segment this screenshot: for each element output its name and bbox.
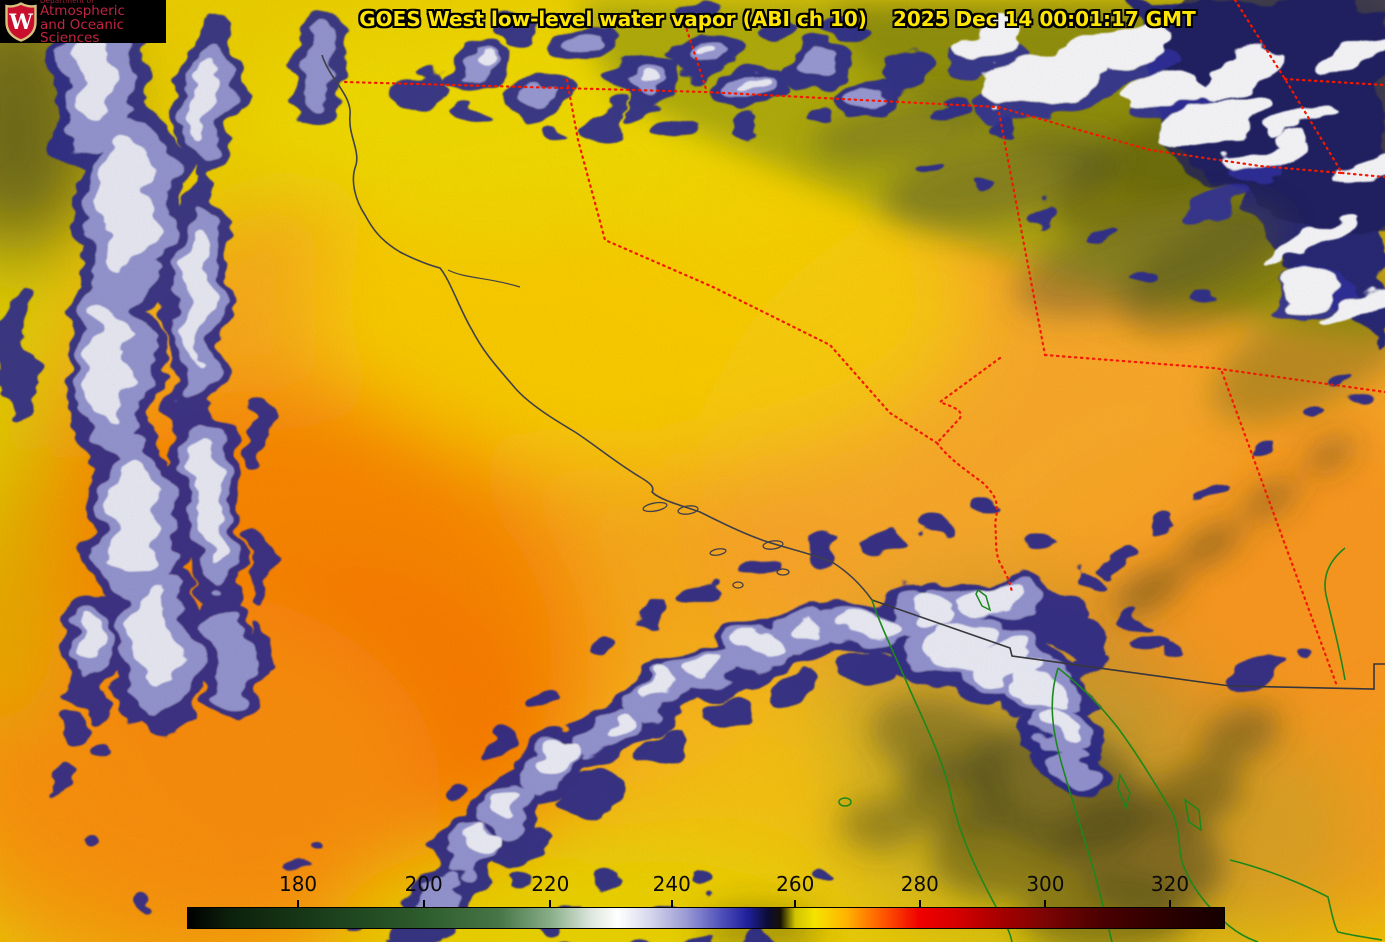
logo-line-1: Atmospheric (40, 2, 125, 19)
timestamp: 2025 Dec 14 00:01:17 GMT (892, 7, 1196, 31)
colorbar-gradient (187, 907, 1225, 929)
colorbar-tick-label: 180 (278, 872, 318, 896)
uw-aos-logo: W Department of Atmospheric and Oceanic … (0, 0, 166, 45)
uw-crest-icon: W (5, 1, 37, 42)
colorbar-tick-label: 320 (1150, 872, 1190, 896)
colorbar-tick-mark (422, 900, 425, 908)
colorbar-tick-mark (918, 900, 921, 908)
colorbar-tick-mark (670, 900, 673, 908)
product-title: GOES West low-level water vapor (ABI ch … (359, 7, 867, 31)
colorbar-labels: 180 200 220 240 260 280 300 320 (187, 872, 1225, 898)
logo-dept-line: Department of (40, 0, 94, 5)
logo-line-2: and Oceanic Sciences (40, 16, 125, 47)
colorbar-tick-label: 240 (652, 872, 691, 896)
colorbar-tick-mark (1044, 900, 1047, 908)
colorbar-tick-mark (1168, 900, 1171, 908)
colorbar-tick-label: 200 (404, 872, 443, 896)
colorbar-tick-label: 280 (900, 872, 939, 896)
image-title: GOES West low-level water vapor (ABI ch … (170, 7, 1385, 31)
colorbar-tick-mark (297, 900, 300, 908)
colorbar-tick-mark (794, 900, 797, 908)
colorbar-tick-label: 300 (1026, 872, 1065, 896)
colorbar-tick-mark (549, 900, 552, 908)
colorbar-ticks (187, 900, 1225, 908)
colorbar-tick-label: 220 (531, 872, 570, 896)
colorbar-tick-label: 260 (776, 872, 815, 896)
crest-letter: W (8, 9, 33, 34)
